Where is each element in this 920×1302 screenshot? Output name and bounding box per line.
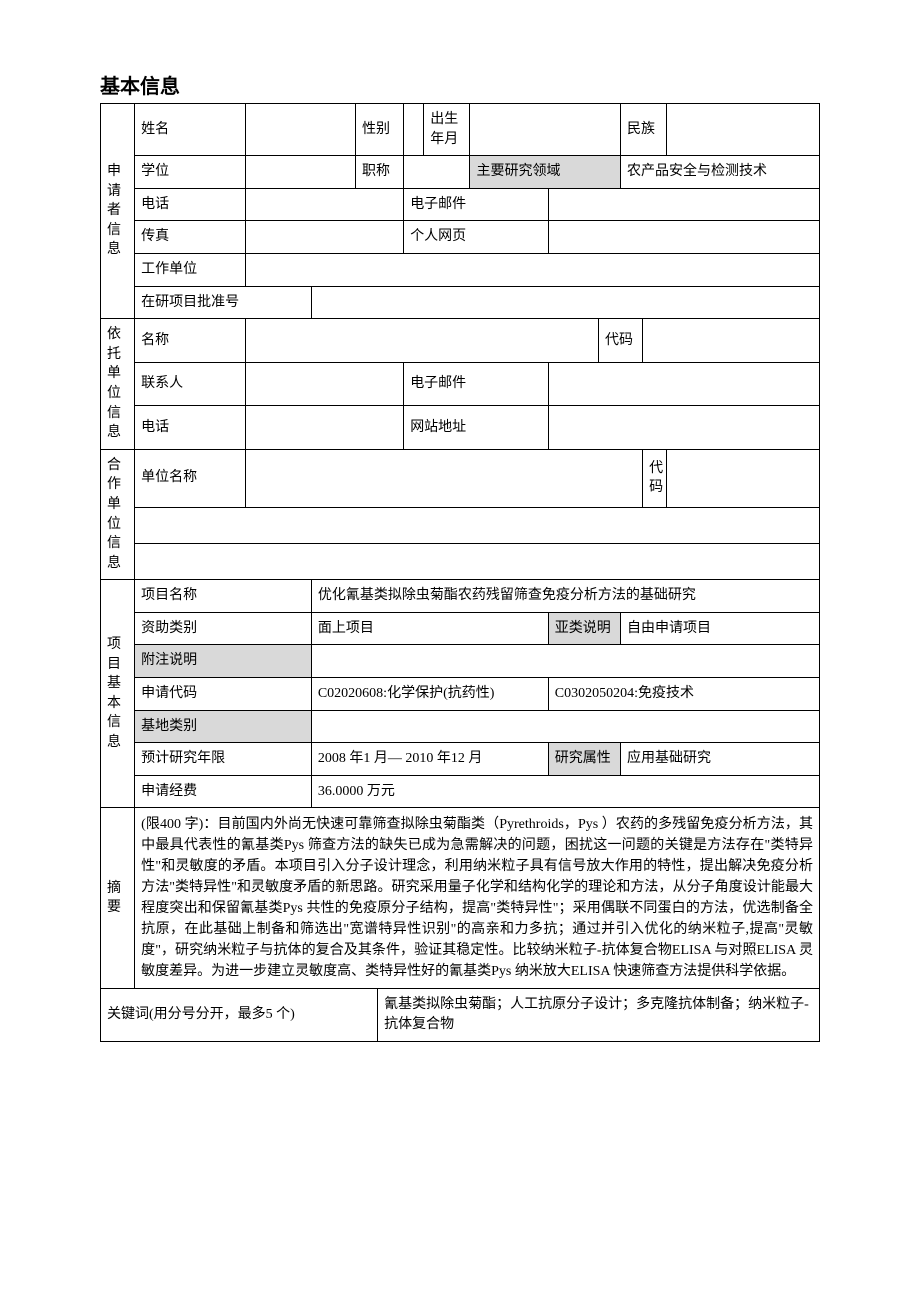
base-category-label: 基地类别 [135, 710, 312, 743]
sub-category-value: 自由申请项目 [621, 612, 820, 645]
email-value [548, 188, 819, 221]
partner-code-label: 代码 [643, 449, 667, 507]
work-unit-label: 工作单位 [135, 253, 245, 286]
page-title: 基本信息 [100, 70, 820, 99]
note-label: 附注说明 [135, 645, 312, 678]
approval-no-label: 在研项目批准号 [135, 286, 312, 319]
name-label: 姓名 [135, 104, 245, 156]
research-field-label: 主要研究领域 [470, 156, 621, 189]
host-email-value [548, 362, 819, 406]
gender-value [404, 104, 424, 156]
research-attr-value: 应用基础研究 [621, 743, 820, 776]
birth-label: 出生年月 [424, 104, 470, 156]
fund-category-value: 面上项目 [311, 612, 548, 645]
project-name-value: 优化氰基类拟除虫菊酯农药残留筛查免疫分析方法的基础研究 [311, 580, 819, 613]
host-contact-label: 联系人 [135, 362, 245, 406]
fax-label: 传真 [135, 221, 245, 254]
approval-no-value [311, 286, 819, 319]
project-section-label: 项目基本信息 [101, 580, 135, 808]
duration-label: 预计研究年限 [135, 743, 312, 776]
host-website-label: 网站地址 [404, 406, 549, 450]
basic-info-table: 申请者信息 姓名 性别 出生年月 民族 学位 职称 主要研究领域 农产品安全与检… [100, 103, 820, 1042]
sub-category-label: 亚类说明 [548, 612, 620, 645]
phone-value [245, 188, 404, 221]
partner-name-label: 单位名称 [135, 449, 245, 507]
fund-category-label: 资助类别 [135, 612, 312, 645]
duration-value: 2008 年1 月— 2010 年12 月 [311, 743, 548, 776]
host-name-label: 名称 [135, 319, 245, 363]
title-value [404, 156, 470, 189]
email-label: 电子邮件 [404, 188, 549, 221]
degree-label: 学位 [135, 156, 245, 189]
partner-name-value [245, 449, 643, 507]
host-phone-label: 电话 [135, 406, 245, 450]
keywords-label: 关键词(用分号分开，最多5 个) [101, 989, 378, 1041]
host-contact-value [245, 362, 404, 406]
fund-amount-label: 申请经费 [135, 775, 312, 808]
host-website-value [548, 406, 819, 450]
applicant-section-label: 申请者信息 [101, 104, 135, 319]
host-email-label: 电子邮件 [404, 362, 549, 406]
ethnicity-value [667, 104, 820, 156]
host-unit-section-label: 依托单位信息 [101, 319, 135, 450]
partner-row-3 [135, 544, 820, 580]
homepage-label: 个人网页 [404, 221, 549, 254]
abstract-text: (限400 字)：目前国内外尚无快速可靠筛查拟除虫菊酯类（Pyrethroids… [135, 808, 820, 989]
note-value [311, 645, 819, 678]
degree-value [245, 156, 355, 189]
work-unit-value [245, 253, 819, 286]
base-category-value [311, 710, 819, 743]
host-code-value [643, 319, 820, 363]
apply-code-1: C02020608:化学保护(抗药性) [311, 678, 548, 711]
homepage-value [548, 221, 819, 254]
apply-code-label: 申请代码 [135, 678, 312, 711]
host-phone-value [245, 406, 404, 450]
fund-amount-value: 36.0000 万元 [311, 775, 819, 808]
ethnicity-label: 民族 [621, 104, 667, 156]
host-code-label: 代码 [598, 319, 642, 363]
gender-label: 性别 [356, 104, 404, 156]
research-attr-label: 研究属性 [548, 743, 620, 776]
phone-label: 电话 [135, 188, 245, 221]
project-name-label: 项目名称 [135, 580, 312, 613]
fax-value [245, 221, 404, 254]
birth-value [470, 104, 621, 156]
research-field-value: 农产品安全与检测技术 [621, 156, 820, 189]
partner-code-value [667, 449, 820, 507]
apply-code-2: C0302050204:免疫技术 [548, 678, 819, 711]
partner-row-2 [135, 507, 820, 543]
partner-section-label: 合作单位信息 [101, 449, 135, 580]
title-label: 职称 [356, 156, 404, 189]
name-value [245, 104, 355, 156]
keywords-value: 氰基类拟除虫菊酯；人工抗原分子设计；多克隆抗体制备；纳米粒子-抗体复合物 [378, 989, 820, 1041]
host-name-value [245, 319, 598, 363]
abstract-label: 摘要 [101, 808, 135, 989]
